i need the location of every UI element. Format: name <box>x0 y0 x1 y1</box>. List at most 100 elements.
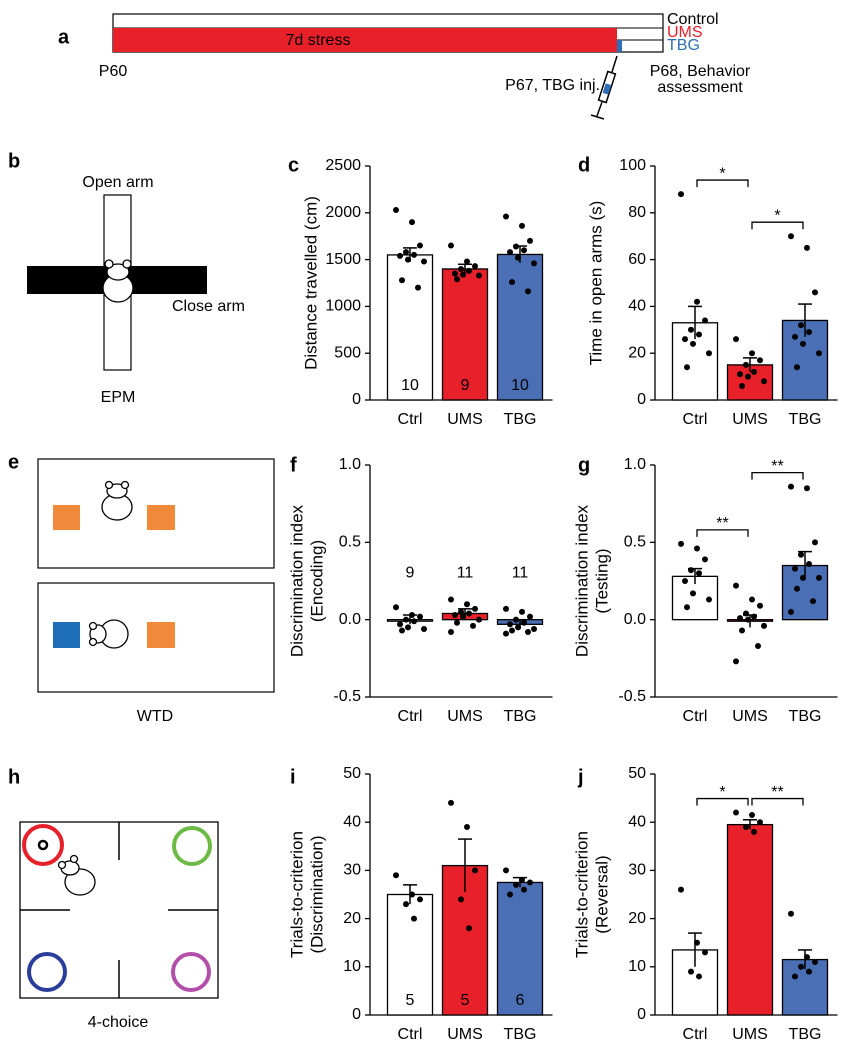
significance-bracket <box>696 797 749 806</box>
y-axis-label: Discrimination index <box>287 504 306 657</box>
panel-label: i <box>290 766 296 788</box>
data-point <box>466 610 472 617</box>
data-point <box>409 612 415 619</box>
significance-label: * <box>719 784 725 801</box>
data-point <box>798 322 804 329</box>
data-point <box>761 378 767 385</box>
y-tick-label: 0.5 <box>339 534 361 551</box>
panel-label: d <box>578 154 590 176</box>
y-axis-label: Discrimination index <box>572 504 591 657</box>
data-point <box>521 886 527 893</box>
data-point <box>678 191 684 198</box>
data-point <box>688 326 694 333</box>
x-tick-label: Ctrl <box>683 411 708 428</box>
data-point <box>794 364 800 371</box>
choice-hole <box>172 826 212 866</box>
y-tick-label: 10 <box>343 958 361 975</box>
data-point <box>800 340 806 347</box>
x-tick-label: UMS <box>732 1026 768 1043</box>
y-tick-label: 1.0 <box>339 456 361 473</box>
y-tick-label: 0 <box>637 391 646 408</box>
data-point <box>503 867 509 874</box>
significance-label: * <box>719 165 725 182</box>
data-point <box>417 242 423 249</box>
stress-label: 7d stress <box>286 32 351 49</box>
data-point <box>806 968 812 975</box>
data-point <box>472 605 478 612</box>
data-point <box>694 298 700 305</box>
data-point <box>460 271 466 278</box>
data-point <box>527 613 533 620</box>
data-point <box>690 590 696 597</box>
data-point <box>702 317 708 324</box>
data-point <box>531 625 537 632</box>
x-tick-label: Ctrl <box>398 708 423 725</box>
y-tick-label: 0 <box>352 391 361 408</box>
data-point <box>472 867 478 874</box>
data-point <box>507 249 513 256</box>
object <box>53 505 80 530</box>
tbg-bar <box>617 40 622 52</box>
data-point <box>521 619 527 626</box>
data-point <box>751 828 757 835</box>
data-point <box>411 915 417 922</box>
data-point <box>448 799 454 806</box>
data-point <box>804 244 810 251</box>
group-label: UMS <box>667 24 703 41</box>
panel-label: h <box>8 766 20 788</box>
panel-label: g <box>578 454 590 476</box>
n-label: 6 <box>516 992 525 1009</box>
data-point <box>472 263 478 270</box>
data-point <box>454 619 460 626</box>
n-label: 10 <box>401 377 419 394</box>
bar <box>781 958 829 1016</box>
panel-label: a <box>58 26 70 48</box>
data-point <box>454 276 460 283</box>
y-tick-label: 60 <box>628 251 646 268</box>
bar <box>441 268 489 401</box>
x-tick-label: UMS <box>447 1026 483 1043</box>
data-point <box>415 284 421 291</box>
data-point <box>515 254 521 261</box>
data-point <box>788 608 794 615</box>
data-point <box>397 621 403 628</box>
x-tick-label: TBG <box>789 708 822 725</box>
data-point <box>745 616 751 623</box>
data-point <box>806 329 812 336</box>
data-point <box>792 973 798 980</box>
mouse <box>102 259 134 303</box>
x-tick-label: TBG <box>504 1026 537 1043</box>
data-point <box>503 605 509 612</box>
data-point <box>694 939 700 946</box>
group-label: TBG <box>667 37 700 54</box>
data-point <box>739 627 745 634</box>
significance-label: ** <box>771 458 783 475</box>
n-label: 11 <box>512 564 529 581</box>
y-axis-label: Trials-to-criterion <box>287 831 306 958</box>
significance-label: ** <box>771 784 783 801</box>
y-tick-label: 80 <box>628 204 646 221</box>
data-point <box>706 350 712 357</box>
data-point <box>399 627 405 634</box>
injection-label: P67, TBG inj. <box>505 77 600 94</box>
y-tick-label: 500 <box>334 344 361 361</box>
data-point <box>466 267 472 274</box>
x-tick-label: Ctrl <box>398 1026 423 1043</box>
data-point <box>739 382 745 389</box>
data-point <box>464 824 470 831</box>
data-point <box>798 963 804 970</box>
x-tick-label: Ctrl <box>683 1026 708 1043</box>
data-point <box>816 350 822 357</box>
data-point <box>409 219 415 226</box>
data-point <box>519 877 525 884</box>
data-point <box>403 249 409 256</box>
y-tick-label: -0.5 <box>618 688 646 705</box>
y-tick-label: 40 <box>628 813 646 830</box>
y-tick-label: 20 <box>628 344 646 361</box>
data-point <box>470 622 476 629</box>
y-axis-label: Trials-to-criterion <box>572 831 591 958</box>
data-point <box>743 824 749 831</box>
y-tick-label: 100 <box>619 157 646 174</box>
object <box>147 505 175 530</box>
